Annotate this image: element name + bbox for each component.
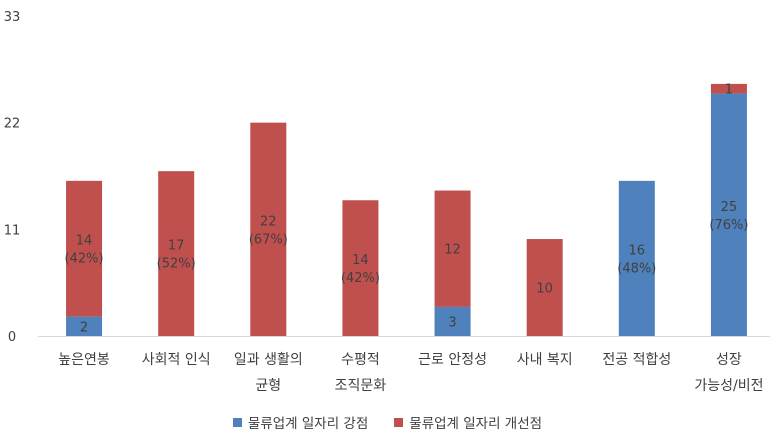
bar-improvements: [250, 122, 287, 337]
x-tick-label: 일과 생활의: [234, 352, 303, 368]
data-label: 16: [629, 243, 646, 258]
y-tick-label: 33: [4, 10, 21, 25]
data-label: 14: [352, 253, 369, 268]
data-label: (67%): [249, 232, 288, 247]
x-tick-label: 균형: [255, 378, 281, 394]
bar-strengths: [434, 306, 471, 336]
x-tick-label: 가능성/비전: [694, 378, 763, 394]
data-label: (42%): [65, 252, 104, 267]
data-label: 2: [80, 320, 88, 335]
data-label: 10: [536, 282, 553, 297]
bar-improvements: [526, 239, 563, 336]
y-axis-ticks: 0 11 22 33: [4, 10, 21, 345]
data-labels: 2 14 (42%) 17 (52%) 22 (67%) 14 (42%) 3 12 10 16 (48%…: [65, 83, 749, 336]
data-label: 25: [721, 200, 738, 215]
legend-item-improvements: 물류업계 일자리 개선점: [394, 412, 542, 432]
x-tick-label: 성장: [716, 352, 742, 368]
bar-improvements: [342, 200, 379, 336]
legend-label-improvements: 물류업계 일자리 개선점: [409, 416, 543, 432]
legend-label-strengths: 물류업계 일자리 강점: [247, 416, 369, 432]
bar-improvements: [434, 190, 471, 307]
x-tick-label: 사회적 인식: [142, 352, 211, 368]
data-label: 14: [76, 234, 93, 249]
bar-strengths: [66, 316, 103, 336]
bars: [66, 83, 747, 337]
data-label: (76%): [709, 218, 748, 233]
data-label: 12: [444, 243, 461, 258]
data-label: (52%): [157, 257, 196, 272]
x-tick-label: 높은연봉: [58, 352, 110, 368]
x-tick-label: 전공 적합성: [602, 352, 671, 368]
y-tick-label: 0: [8, 330, 16, 345]
x-tick-label: 조직문화: [335, 378, 387, 394]
bar-improvements: [158, 171, 195, 336]
bar-improvements: [66, 180, 103, 317]
data-label: (42%): [341, 271, 380, 286]
data-label: 3: [448, 315, 456, 330]
data-label: (48%): [617, 261, 656, 276]
data-label: 17: [168, 239, 185, 254]
data-label: 22: [260, 214, 277, 229]
y-tick-label: 11: [4, 223, 21, 238]
bar-strengths: [710, 93, 747, 336]
bar-strengths: [618, 180, 655, 336]
legend-swatch-strengths: [232, 417, 242, 427]
legend-swatch-improvements: [394, 417, 404, 427]
x-tick-label: 수평적: [341, 352, 380, 368]
legend: 물류업계 일자리 강점 물류업계 일자리 개선점: [0, 412, 775, 432]
data-label: 1: [725, 83, 733, 98]
x-tick-label: 사내 복지: [517, 352, 573, 368]
y-tick-label: 22: [4, 117, 21, 132]
bar-improvements: [710, 83, 747, 94]
x-tick-label: 근로 안정성: [418, 352, 487, 368]
legend-item-strengths: 물류업계 일자리 강점: [232, 412, 369, 432]
